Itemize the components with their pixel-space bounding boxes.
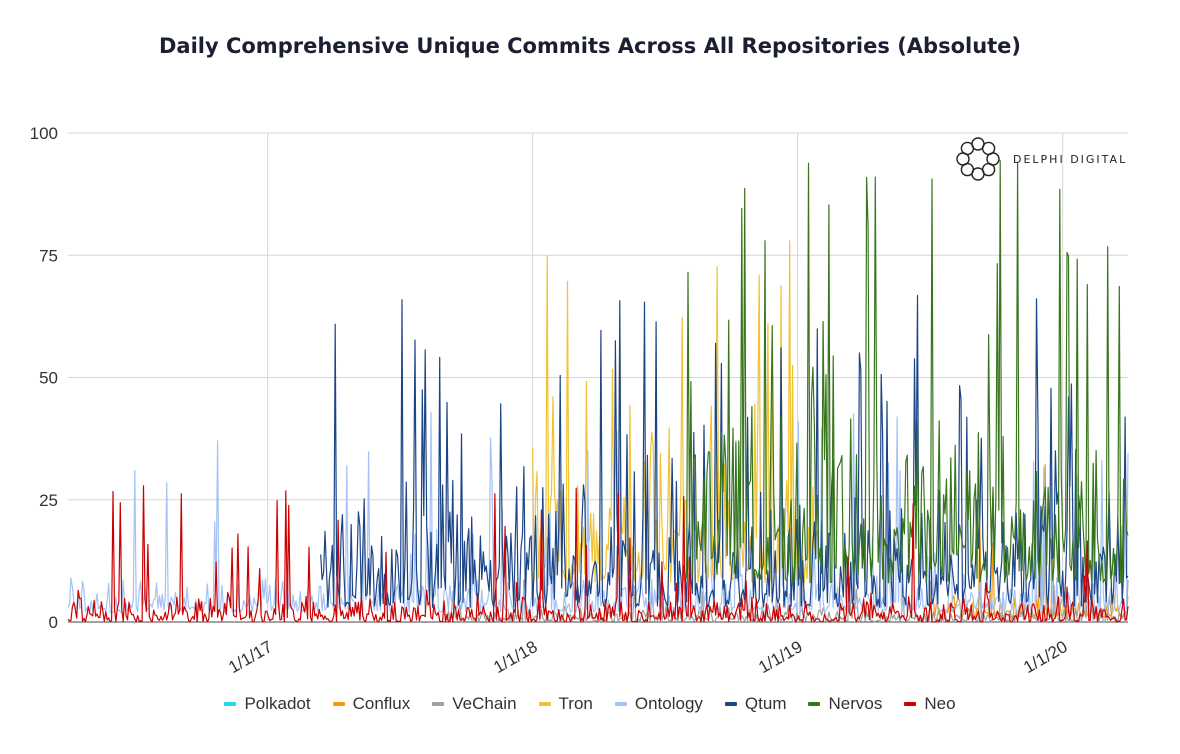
legend-swatch [332, 702, 345, 706]
legend-label: Polkadot [244, 694, 311, 713]
legend-swatch [614, 702, 627, 706]
legend-swatch [224, 702, 237, 706]
legend-item-tron: Tron [538, 694, 593, 714]
legend-swatch [808, 702, 821, 706]
legend-swatch [538, 702, 551, 706]
legend-item-nervos: Nervos [808, 694, 882, 714]
y-tick-label: 100 [30, 124, 58, 143]
legend-label: Neo [924, 694, 956, 713]
chart-title: Daily Comprehensive Unique Commits Acros… [158, 34, 1022, 58]
legend-label: Qtum [744, 694, 787, 713]
legend-label: VeChain [452, 694, 517, 713]
x-tick-label: 1/1/20 [1020, 637, 1070, 677]
legend-item-qtum: Qtum [724, 694, 787, 714]
legend-item-polkadot: Polkadot [224, 694, 311, 714]
legend-swatch [904, 702, 917, 706]
x-tick-label: 1/1/18 [490, 637, 540, 677]
legend-item-ontology: Ontology [614, 694, 703, 714]
x-tick-label: 1/1/17 [225, 637, 275, 677]
legend-item-conflux: Conflux [332, 694, 411, 714]
series-line-nervos [686, 160, 1129, 584]
brand-name: DELPHI DIGITAL [1013, 152, 1128, 166]
delphi-logo-icon [956, 137, 1000, 181]
y-tick-label: 75 [39, 246, 58, 265]
legend-label: Conflux [352, 694, 411, 713]
brand-logo: DELPHI DIGITAL [955, 136, 1127, 182]
legend-item-neo: Neo [904, 694, 956, 714]
series-layer [67, 160, 1129, 623]
y-tick-label: 0 [49, 613, 58, 632]
legend-item-vechain: VeChain [432, 694, 517, 714]
y-tick-label: 50 [39, 369, 58, 388]
legend-label: Ontology [634, 694, 703, 713]
legend-swatch [432, 702, 445, 706]
x-tick-label: 1/1/19 [755, 637, 805, 677]
series-line-neo [67, 485, 1129, 623]
y-tick-label: 25 [39, 491, 58, 510]
grid-layer [68, 132, 1128, 623]
legend-swatch [724, 702, 737, 706]
legend: Polkadot Conflux VeChain Tron Ontology Qtum Ne… [0, 694, 1180, 714]
legend-label: Tron [558, 694, 593, 713]
legend-label: Nervos [828, 694, 883, 713]
